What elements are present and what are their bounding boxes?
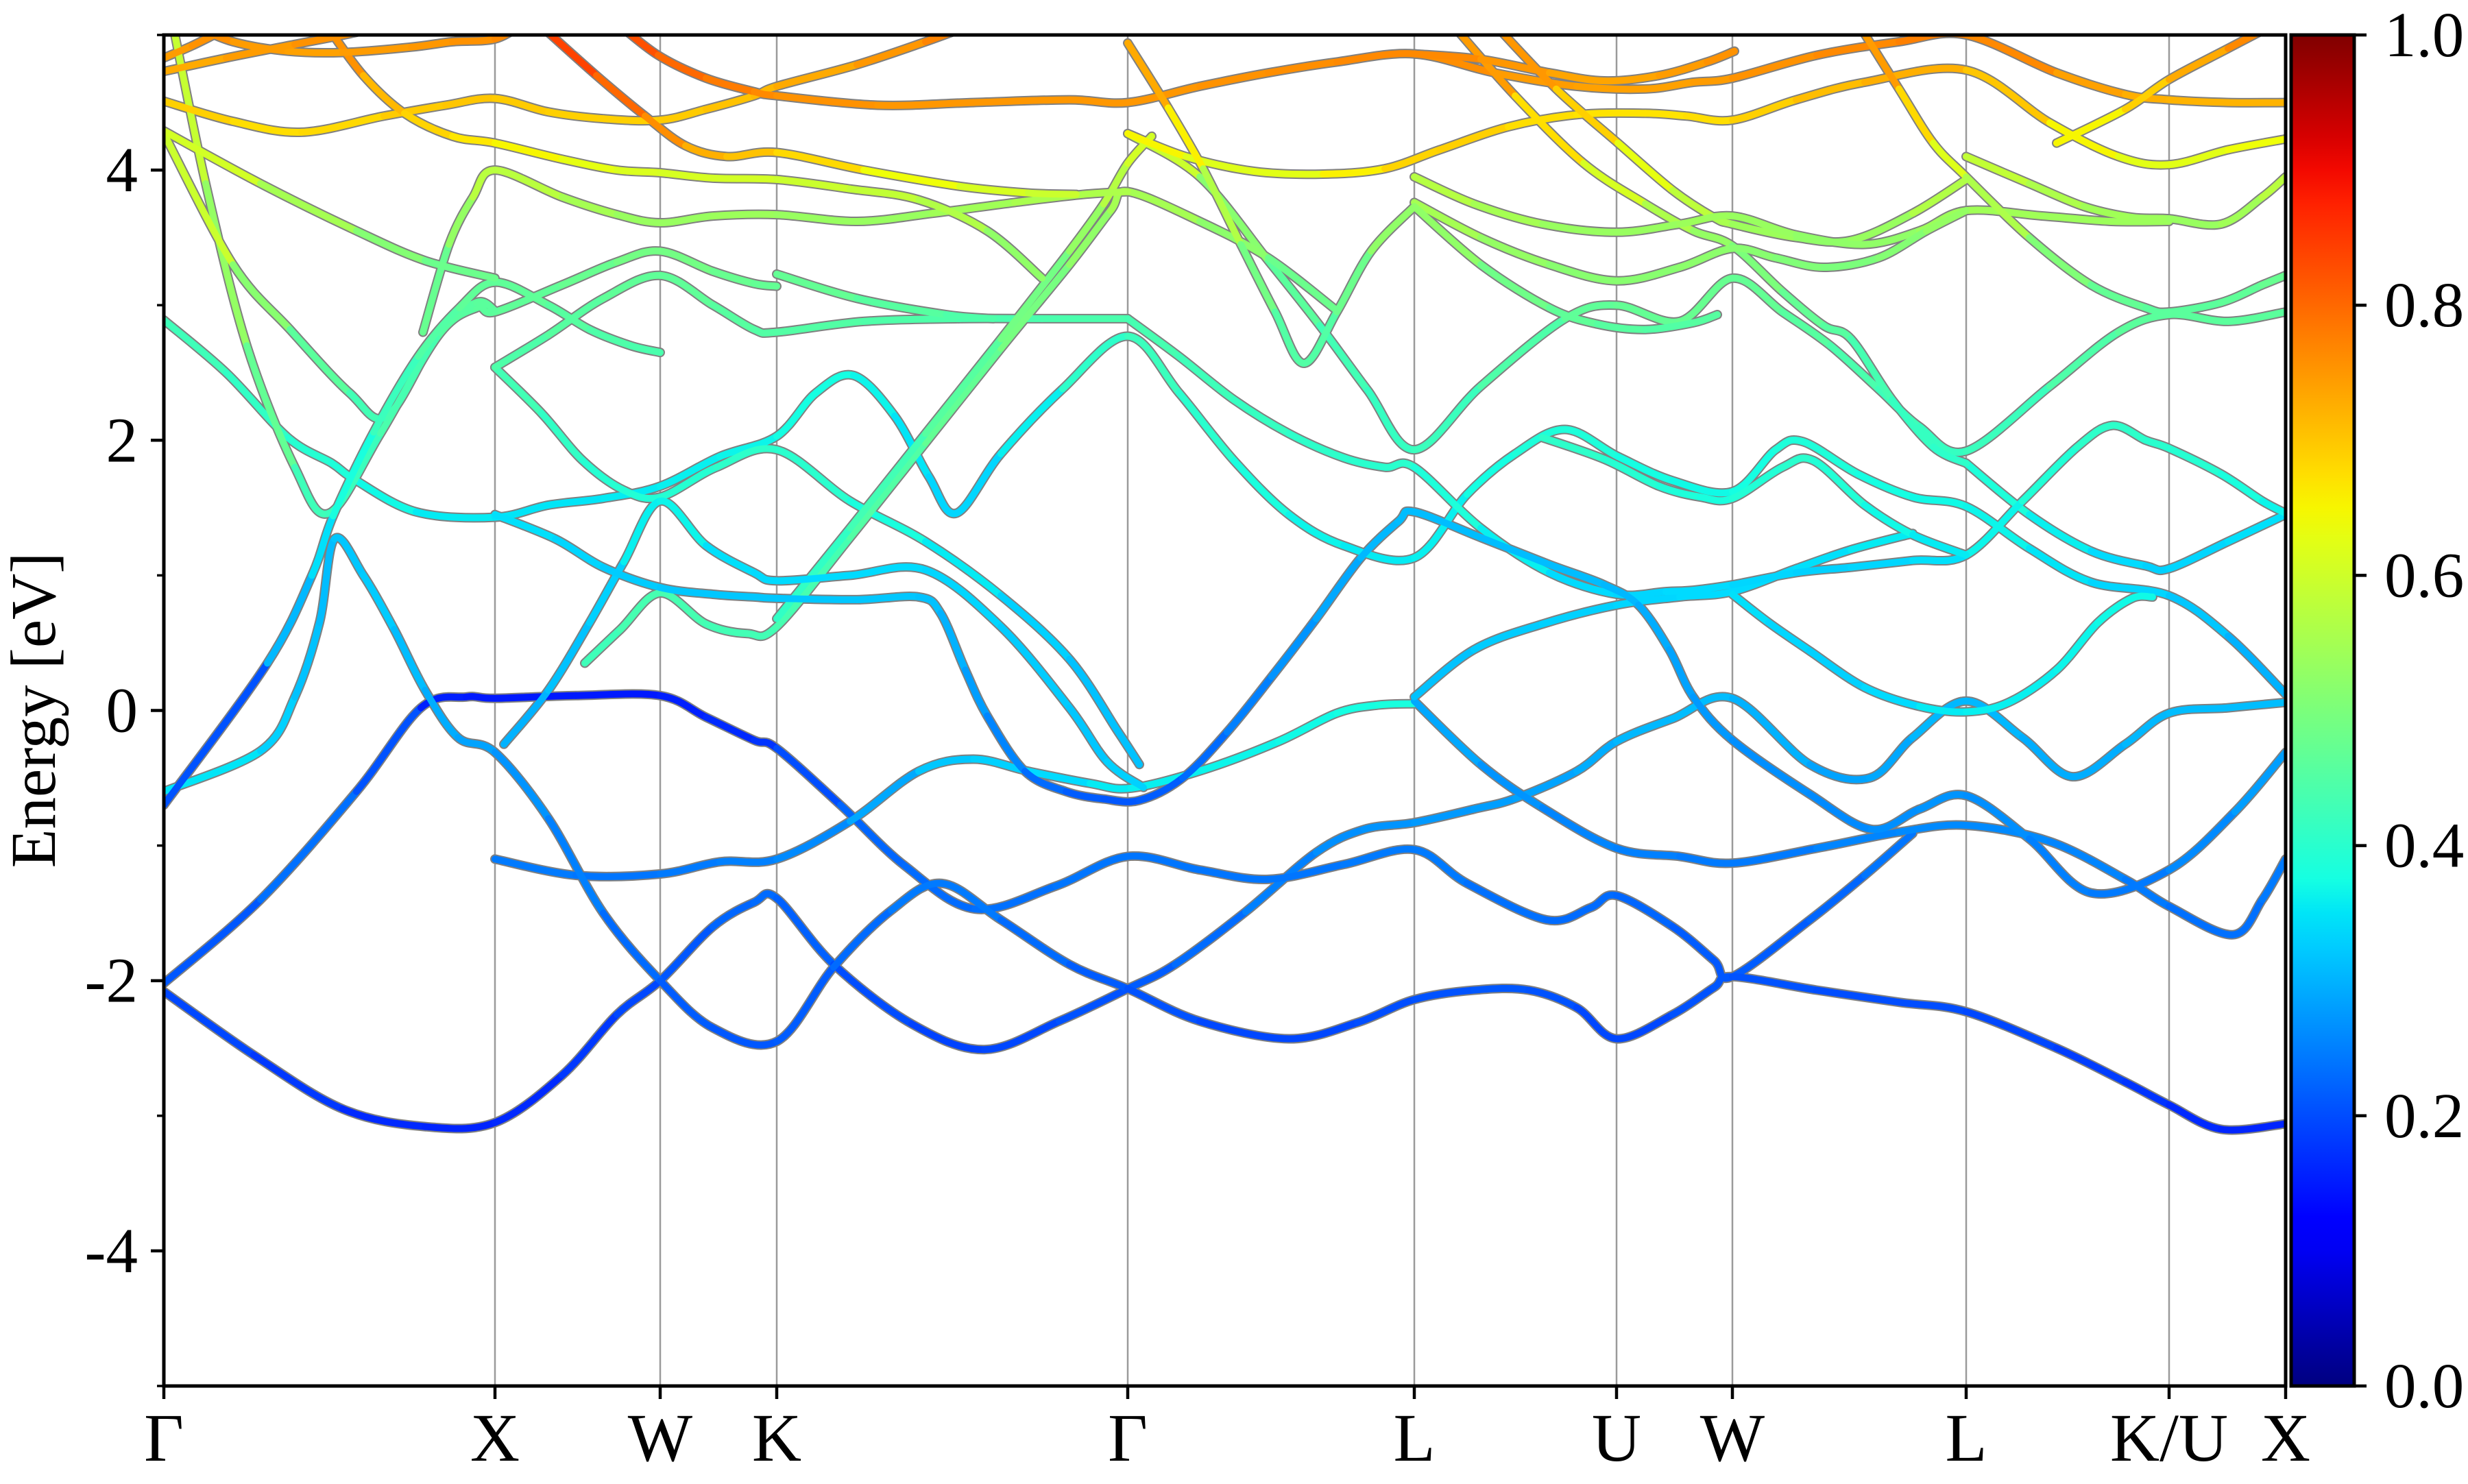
svg-text:K/U: K/U: [2110, 1400, 2228, 1476]
svg-text:X: X: [2261, 1400, 2310, 1476]
svg-text:0.0: 0.0: [2384, 1351, 2464, 1422]
svg-text:W: W: [628, 1400, 693, 1476]
svg-text:L: L: [1393, 1400, 1435, 1476]
svg-text:Energy [eV]: Energy [eV]: [0, 552, 69, 868]
svg-text:0: 0: [106, 676, 138, 746]
svg-text:L: L: [1945, 1400, 1987, 1476]
svg-text:0.8: 0.8: [2384, 270, 2464, 341]
svg-text:0.2: 0.2: [2384, 1081, 2464, 1152]
svg-text:Γ: Γ: [1108, 1400, 1148, 1476]
svg-text:-4: -4: [85, 1216, 138, 1287]
svg-text:1.0: 1.0: [2384, 0, 2464, 71]
svg-text:K: K: [752, 1400, 801, 1476]
svg-text:X: X: [470, 1400, 520, 1476]
svg-text:2: 2: [106, 405, 138, 476]
svg-text:4: 4: [106, 135, 138, 206]
svg-text:0.4: 0.4: [2384, 811, 2464, 881]
svg-text:W: W: [1700, 1400, 1765, 1476]
svg-text:Γ: Γ: [144, 1400, 184, 1476]
svg-text:-2: -2: [85, 946, 138, 1017]
svg-text:0.6: 0.6: [2384, 540, 2464, 611]
svg-text:U: U: [1592, 1400, 1641, 1476]
